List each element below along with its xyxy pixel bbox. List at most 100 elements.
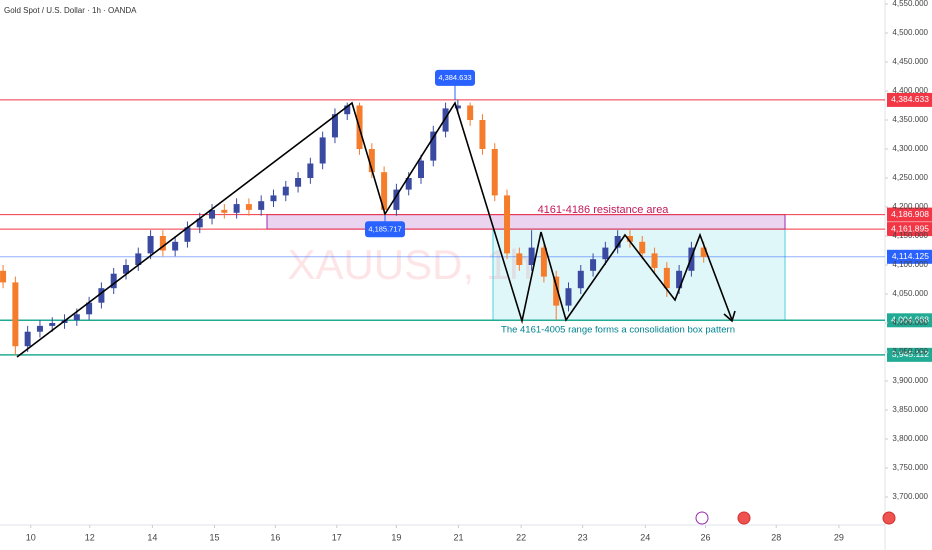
- candle-body: [614, 236, 621, 248]
- x-tick-label: 28: [771, 532, 781, 542]
- callout-box: [365, 221, 405, 238]
- y-tick-label: 3,950.000: [892, 347, 928, 356]
- y-tick-label: 4,100.000: [892, 260, 928, 269]
- candle-body: [651, 253, 658, 268]
- y-tick-label: 4,000.000: [892, 318, 928, 327]
- chart-title: Gold Spot / U.S. Dollar · 1h · OANDA: [4, 6, 137, 15]
- flag-icon[interactable]: [737, 511, 751, 525]
- price-tag-label: 3,945.112: [892, 349, 929, 359]
- candle-body: [147, 236, 154, 254]
- candle-body: [344, 105, 351, 115]
- x-tick-label: 15: [209, 532, 219, 542]
- y-tick-label: 4,250.000: [892, 173, 928, 182]
- x-tick-label: 26: [701, 532, 711, 542]
- candle-body: [479, 120, 486, 149]
- event-icon[interactable]: [695, 511, 709, 525]
- candle-body: [504, 195, 511, 254]
- y-tick-label: 4,550.000: [892, 0, 928, 8]
- candle-body: [135, 253, 142, 265]
- x-tick-label: 12: [85, 532, 95, 542]
- candle-body: [602, 247, 609, 260]
- y-tick-label: 4,350.000: [892, 115, 928, 124]
- candle-body: [295, 178, 302, 187]
- callout-label: 4,384.633: [438, 73, 471, 82]
- consolidation-box: [492, 228, 786, 321]
- candle-body: [528, 247, 535, 265]
- price-tag: [887, 249, 932, 264]
- candle-body: [270, 195, 277, 202]
- price-tag-label: 4,186.908: [891, 209, 929, 219]
- x-tick-label: 10: [26, 532, 36, 542]
- candle-body: [98, 288, 105, 303]
- price-tag-label: 4,161.895: [891, 223, 929, 233]
- candle-body: [209, 209, 216, 219]
- candle-body: [184, 227, 191, 242]
- candle-body: [639, 241, 646, 254]
- candle-body: [282, 186, 289, 196]
- y-tick-label: 4,050.000: [892, 289, 928, 298]
- candle-body: [454, 105, 461, 109]
- candle-body: [233, 204, 240, 213]
- candle-body: [0, 270, 7, 283]
- y-tick-label: 4,150.000: [892, 231, 928, 240]
- candle-body: [381, 172, 388, 210]
- price-tag: [887, 92, 932, 107]
- resistance-area: [266, 214, 786, 230]
- y-tick-label: 4,200.000: [892, 202, 928, 211]
- x-tick-label: 14: [147, 532, 157, 542]
- candle-body: [258, 201, 265, 210]
- annotation: 4161-4186 resistance area: [538, 204, 670, 216]
- x-tick-label: 23: [578, 532, 588, 542]
- y-tick-label: 4,300.000: [892, 144, 928, 153]
- candle-body: [405, 178, 412, 190]
- price-tag: [887, 313, 932, 328]
- y-tick-label: 3,850.000: [892, 405, 928, 414]
- candle-body: [221, 209, 228, 213]
- candle-body: [417, 160, 424, 178]
- flag-icon[interactable]: [882, 511, 896, 525]
- candle-body: [368, 149, 375, 173]
- zigzag-drawing: [16, 101, 733, 358]
- price-tag-label: 4,004.668: [891, 315, 929, 325]
- candle-body: [430, 131, 437, 161]
- y-tick-label: 3,750.000: [892, 463, 928, 472]
- candle-body: [122, 265, 129, 274]
- candle-body: [577, 270, 584, 289]
- y-tick-label: 4,450.000: [892, 57, 928, 66]
- callout-box: [435, 69, 475, 86]
- candle-body: [86, 302, 93, 315]
- candle-body: [540, 247, 547, 277]
- candle-body: [331, 114, 338, 138]
- x-tick-label: 16: [270, 532, 280, 542]
- candle-body: [626, 236, 633, 242]
- y-tick-label: 3,700.000: [892, 492, 928, 501]
- y-tick-label: 3,800.000: [892, 434, 928, 443]
- candle-body: [49, 323, 56, 326]
- candle-body: [196, 218, 203, 228]
- y-tick-label: 4,500.000: [892, 28, 928, 37]
- price-tag: [887, 222, 932, 237]
- candle-body: [12, 282, 19, 347]
- candle-body: [467, 105, 474, 120]
- candle-body: [553, 276, 560, 306]
- candle-body: [676, 270, 683, 289]
- y-tick-label: 4,400.000: [892, 86, 928, 95]
- candle-body: [73, 314, 80, 321]
- candle-body: [663, 267, 670, 289]
- x-tick-label: 21: [453, 532, 463, 542]
- price-tag: [887, 207, 932, 222]
- price-tag-label: 4,384.633: [891, 94, 929, 104]
- candle-body: [307, 163, 314, 178]
- price-tag: [887, 347, 932, 362]
- y-tick-label: 3,900.000: [892, 376, 928, 385]
- candle-body: [172, 241, 179, 251]
- candle-body: [442, 108, 449, 132]
- candle-body: [590, 259, 597, 271]
- arrow-head: [723, 310, 736, 323]
- x-tick-label: 24: [640, 532, 650, 542]
- annotation: The 4161-4005 range forms a consolidatio…: [501, 325, 735, 336]
- candle-body: [319, 137, 326, 164]
